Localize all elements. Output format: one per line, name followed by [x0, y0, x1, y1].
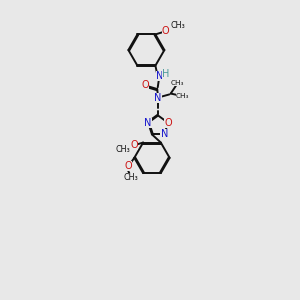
Text: O: O: [124, 161, 132, 171]
Text: H: H: [162, 70, 169, 80]
Text: O: O: [162, 26, 169, 36]
Text: CH₃: CH₃: [170, 80, 184, 86]
Text: CH₃: CH₃: [116, 145, 131, 154]
Text: O: O: [130, 140, 138, 150]
Text: CH₃: CH₃: [170, 21, 185, 30]
Text: N: N: [154, 93, 162, 103]
Text: N: N: [160, 129, 168, 140]
Text: CH₃: CH₃: [123, 173, 138, 182]
Text: O: O: [142, 80, 149, 90]
Text: N: N: [156, 71, 164, 81]
Text: CH₃: CH₃: [176, 93, 189, 99]
Text: N: N: [145, 118, 152, 128]
Text: O: O: [164, 118, 172, 128]
